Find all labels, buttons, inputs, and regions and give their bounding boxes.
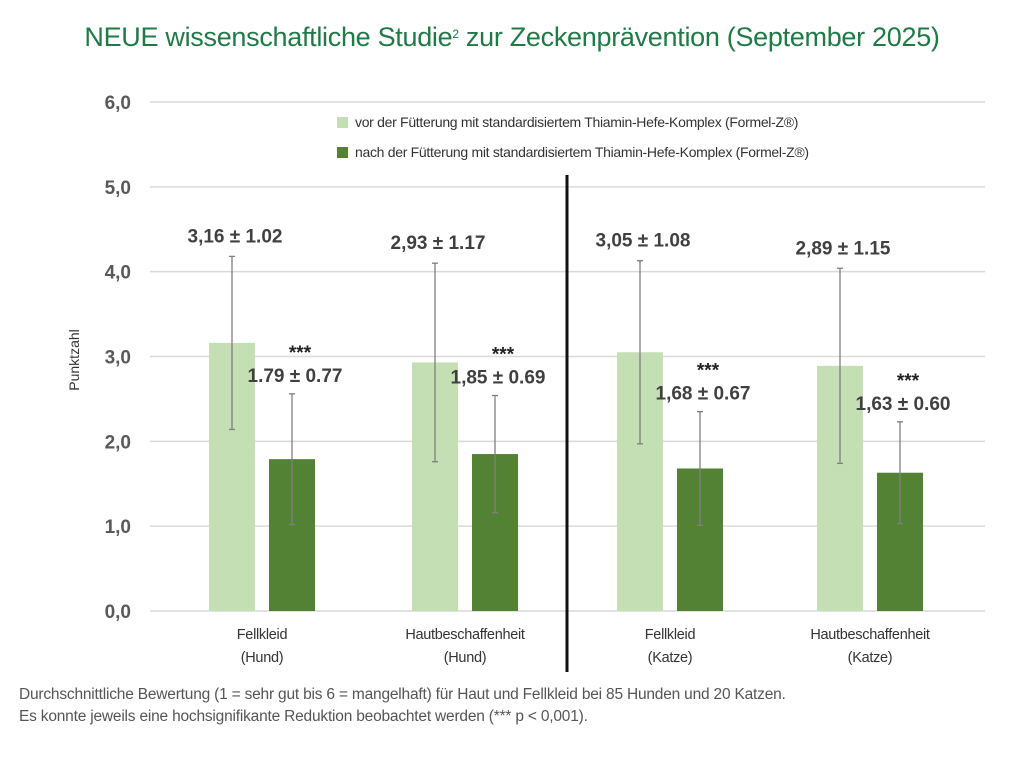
x-tick-label-line2: (Hund) <box>444 650 487 666</box>
x-tick-label-line1: Fellkleid <box>237 627 288 643</box>
significance-marker: *** <box>289 343 312 364</box>
title-superscript: 2 <box>452 27 459 41</box>
y-tick-label: 3,0 <box>105 348 131 369</box>
y-axis-ticks: 0,0 1,0 2,0 3,0 4,0 5,0 6,0 <box>105 93 131 623</box>
x-tick-label-line1: Fellkleid <box>645 627 696 643</box>
significance-marker: *** <box>697 361 720 382</box>
legend: vor der Fütterung mit standardisiertem T… <box>337 114 809 160</box>
legend-label-after: nach der Fütterung mit standardisiertem … <box>355 144 809 160</box>
footnote-line-1: Durchschnittliche Bewertung (1 = sehr gu… <box>19 686 786 703</box>
y-tick-label: 2,0 <box>105 432 131 453</box>
error-bars <box>229 255 903 526</box>
data-label-before: 2,89 ± 1.15 <box>796 238 891 259</box>
data-label-after: 1.79 ± 0.77 <box>248 366 343 387</box>
y-tick-label: 0,0 <box>105 602 131 623</box>
chart-title: NEUE wissenschaftliche Studie2 zur Zecke… <box>0 22 1024 53</box>
x-tick-label-line1: Hautbeschaffenheit <box>810 627 930 643</box>
x-axis-labels: Fellkleid (Hund) Hautbeschaffenheit (Hund) F… <box>237 627 930 666</box>
y-tick-label: 6,0 <box>105 93 131 114</box>
significance-marker: *** <box>897 371 920 392</box>
title-text: NEUE wissenschaftliche Studie <box>84 22 453 52</box>
bar-chart: 0,0 1,0 2,0 3,0 4,0 5,0 6,0 Punktzahl 3,16 ± 1… <box>66 93 985 672</box>
y-axis-label: Punktzahl <box>66 329 82 390</box>
data-label-after: 1,68 ± 0.67 <box>656 384 751 405</box>
footnote-line-2: Es konnte jeweils eine hochsignifikante … <box>19 708 588 725</box>
y-tick-label: 4,0 <box>105 263 131 284</box>
title-text-after: zur Zeckenprävention (September 2025) <box>458 22 940 52</box>
data-labels: 3,16 ± 1.021.79 ± 0.77***2,93 ± 1.171,85… <box>188 226 951 414</box>
footnote: Durchschnittliche Bewertung (1 = sehr gu… <box>19 684 786 728</box>
x-tick-label-line1: Hautbeschaffenheit <box>405 627 525 643</box>
data-label-after: 1,85 ± 0.69 <box>451 368 546 389</box>
legend-swatch-before <box>337 117 348 128</box>
data-label-before: 2,93 ± 1.17 <box>391 233 486 254</box>
data-label-after: 1,63 ± 0.60 <box>856 394 951 415</box>
data-label-before: 3,16 ± 1.02 <box>188 226 283 247</box>
x-tick-label-line2: (Katze) <box>648 650 693 666</box>
x-tick-label-line2: (Hund) <box>241 650 284 666</box>
data-label-before: 3,05 ± 1.08 <box>596 231 691 252</box>
legend-label-before: vor der Fütterung mit standardisiertem T… <box>355 114 798 130</box>
legend-swatch-after <box>337 147 348 158</box>
y-tick-label: 5,0 <box>105 178 131 199</box>
significance-marker: *** <box>492 345 515 366</box>
x-tick-label-line2: (Katze) <box>848 650 893 666</box>
y-tick-label: 1,0 <box>105 517 131 538</box>
